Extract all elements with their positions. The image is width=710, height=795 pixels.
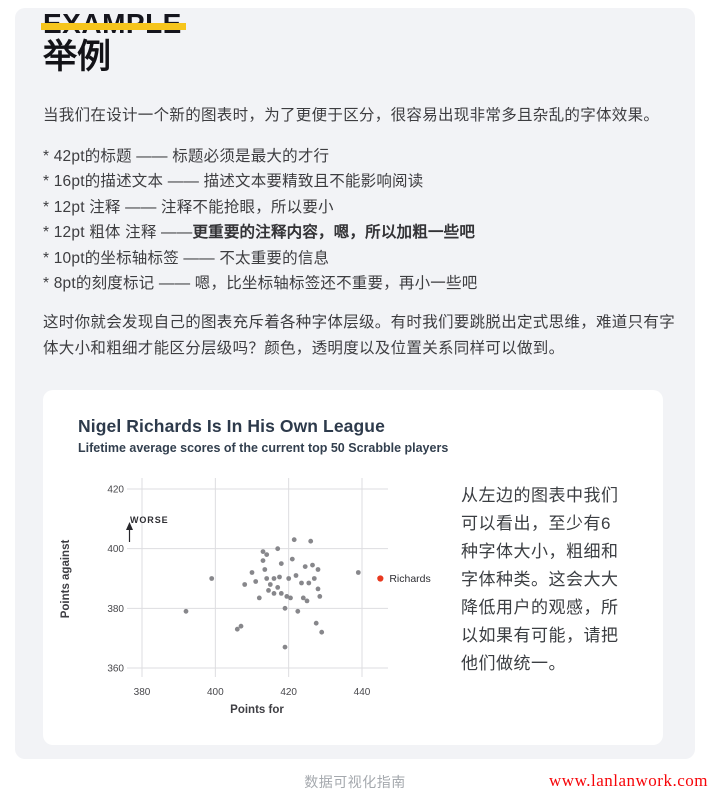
- svg-text:Richards: Richards: [389, 573, 430, 585]
- svg-text:400: 400: [107, 544, 124, 555]
- list-item-text: * 8pt的刻度标记 —— 嗯，比坐标轴标签还不重要，再小一些吧: [43, 275, 478, 293]
- chart-subtitle: Lifetime average scores of the current t…: [78, 441, 449, 455]
- list-item-text: * 10pt的坐标轴标签 —— 不太重要的信息: [43, 249, 330, 267]
- list-item-text: * 42pt的标题 —— 标题必须是最大的才行: [43, 148, 330, 165]
- content-panel: EXAMPLE 举例 当我们在设计一个新的图表时，为了更便于区分，很容易出现非常…: [15, 8, 695, 759]
- svg-text:440: 440: [354, 687, 371, 698]
- list-item-text: * 12pt 注释 —— 注释不能抢眼，所以要小: [43, 198, 334, 216]
- example-heading-wrap: EXAMPLE: [41, 8, 186, 40]
- list-item: * 10pt的坐标轴标签 —— 不太重要的信息: [43, 246, 683, 271]
- list-item-text: * 12pt 粗体 注释 ——: [43, 224, 193, 242]
- svg-text:380: 380: [134, 687, 151, 698]
- yellow-strike-bar: [41, 23, 186, 30]
- page-title: 举例: [43, 38, 111, 76]
- footer-label: 数据可视化指南: [304, 774, 406, 790]
- svg-text:360: 360: [107, 663, 124, 674]
- svg-text:WORSE: WORSE: [130, 515, 169, 525]
- list-item: * 12pt 粗体 注释 ——更重要的注释内容，嗯，所以加粗一些吧: [43, 220, 683, 245]
- list-item-bold-text: 更重要的注释内容，嗯，所以加粗一些吧: [192, 224, 476, 242]
- watermark-link[interactable]: www.lanlanwork.com: [549, 771, 708, 790]
- example-eyebrow: EXAMPLE: [41, 8, 186, 40]
- svg-text:380: 380: [107, 604, 124, 615]
- closing-paragraph: 这时你就会发现自己的图表充斥着各种字体层级。有时我们要跳脱出定式思维，难道只有字…: [43, 314, 676, 357]
- svg-text:Points against: Points against: [60, 540, 72, 619]
- font-size-list: * 42pt的标题 —— 标题必须是最大的才行 * 16pt的描述文本 —— 描…: [43, 144, 683, 296]
- chart-title: Nigel Richards Is In His Own League: [78, 416, 385, 436]
- list-item: * 42pt的标题 —— 标题必须是最大的才行: [43, 144, 683, 169]
- chart-card: Nigel Richards Is In His Own League Life…: [43, 390, 663, 745]
- scatter-plot: 380 400 420 440 420 400 380 360 Richards WORSE Poi…: [60, 478, 431, 716]
- svg-text:420: 420: [107, 485, 124, 496]
- list-item: * 16pt的描述文本 —— 描述文本要精致且不能影响阅读: [43, 169, 683, 194]
- list-item-text: * 16pt的描述文本 —— 描述文本要精致且不能影响阅读: [43, 173, 424, 191]
- chart-side-note: 从左边的图表中我们可以看出，至少有6种字体大小，粗细和字体种类。这会大大降低用户…: [461, 486, 619, 673]
- list-item: * 8pt的刻度标记 —— 嗯，比坐标轴标签还不重要，再小一些吧: [43, 271, 683, 296]
- svg-text:420: 420: [280, 687, 297, 698]
- svg-text:400: 400: [207, 687, 224, 698]
- list-item: * 12pt 注释 —— 注释不能抢眼，所以要小: [43, 195, 683, 220]
- intro-paragraph: 当我们在设计一个新的图表时，为了更便于区分，很容易出现非常多且杂乱的字体效果。: [43, 107, 660, 124]
- svg-text:Points for: Points for: [230, 704, 284, 716]
